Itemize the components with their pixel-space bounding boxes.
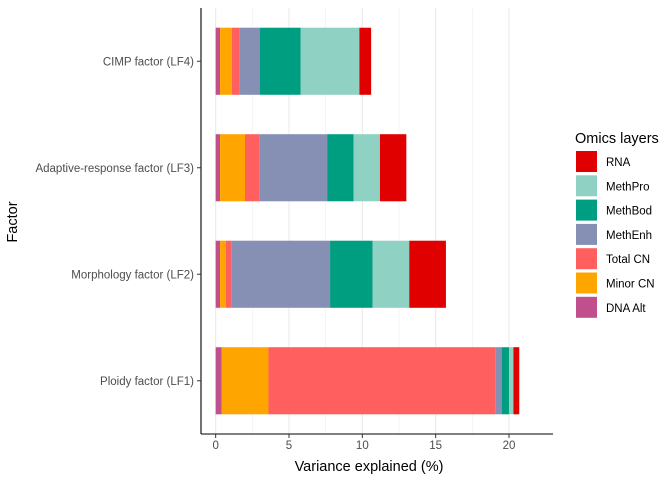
bar-segment [220, 27, 232, 95]
bar-segment [513, 347, 520, 415]
bar-segment [231, 27, 240, 95]
bar-segment [231, 240, 331, 308]
bar-segment [353, 134, 380, 202]
x-tick-label: 20 [503, 440, 516, 452]
bar-segment [300, 27, 360, 95]
y-tick-label: Ploidy factor (LF1) [100, 376, 194, 388]
y-tick-label: CIMP factor (LF4) [103, 56, 194, 68]
x-axis-title: Variance explained (%) [295, 459, 444, 475]
legend-key [576, 151, 597, 172]
legend-label: RNA [606, 157, 631, 169]
bar-segment [259, 134, 328, 202]
x-tick-label: 5 [286, 440, 292, 452]
x-tick-label: 10 [356, 440, 369, 452]
legend-items: RNA MethPro MethBod MethEnh Total CN Minor CN… [576, 151, 655, 318]
bar-segment [509, 347, 514, 415]
bar-segment [220, 134, 245, 202]
legend-label: MethPro [606, 181, 649, 193]
bars [215, 27, 520, 415]
bar-segment [501, 347, 509, 415]
bar-segment [359, 27, 372, 95]
bar-segment [330, 240, 373, 308]
bar-segment [225, 240, 232, 308]
legend-key [576, 248, 597, 270]
legend-key [576, 199, 597, 221]
y-tick-label: Morphology factor (LF2) [71, 269, 194, 281]
axes [200, 8, 553, 435]
legend-key [576, 296, 597, 318]
legend: Omics layers RNA MethPro MethBod MethEnh Tot… [575, 131, 659, 318]
bar-segment [259, 27, 301, 95]
legend-key [576, 272, 597, 294]
bar-segment [221, 347, 269, 415]
legend-title: Omics layers [575, 131, 659, 147]
bar-segment [215, 347, 222, 415]
legend-label: DNA Alt [606, 303, 646, 315]
legend-label: MethEnh [606, 230, 652, 242]
legend-label: MethBod [606, 206, 652, 218]
bar-segment [245, 134, 260, 202]
y-tick-label: Adaptive-response factor (LF3) [35, 163, 194, 175]
legend-key [576, 223, 597, 245]
bar-segment [327, 134, 354, 202]
x-tick-label: 15 [429, 440, 442, 452]
bar-segment [379, 134, 407, 202]
bar-segment [372, 240, 410, 308]
ticks: 0 5 10 15 20 Ploidy factor (LF1) Morphology fa… [35, 56, 515, 452]
bar-segment [215, 240, 221, 308]
bar-segment [215, 134, 221, 202]
bar-segment [239, 27, 260, 95]
legend-label: Total CN [606, 254, 650, 266]
bar-segment [409, 240, 446, 308]
y-axis-title: Factor [5, 201, 21, 242]
bar-segment [220, 240, 226, 308]
x-tick-label: 0 [212, 440, 218, 452]
legend-key [576, 175, 597, 197]
bar-segment [495, 347, 502, 415]
legend-label: Minor CN [606, 279, 655, 291]
bar-segment [215, 27, 221, 95]
bar-segment [268, 347, 496, 415]
